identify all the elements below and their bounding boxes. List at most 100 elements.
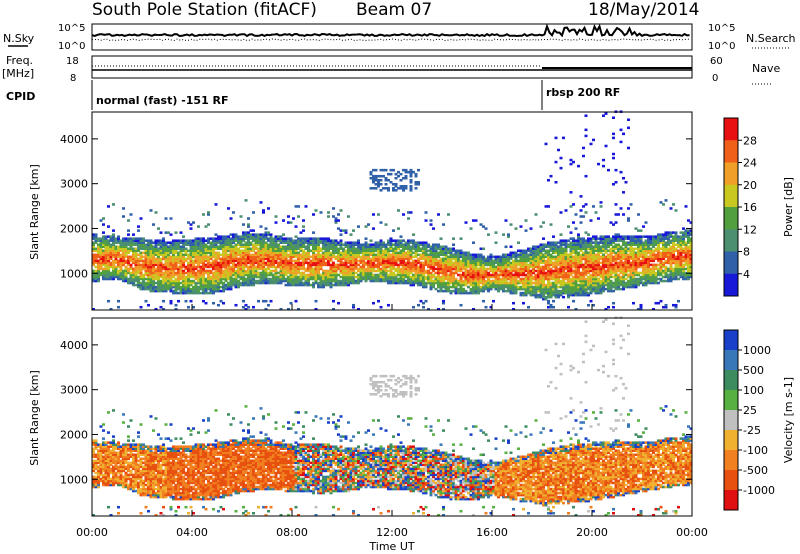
power-cell [429,275,433,279]
power-cell [362,245,365,249]
power-cell [419,269,423,273]
power-cell [172,261,175,265]
power-cell [197,269,200,273]
power-cell [552,269,555,273]
power-cell [387,178,390,182]
power-cell [292,273,295,277]
power-cell [562,273,565,277]
power-cell [612,183,615,186]
power-cell [207,285,210,289]
power-cell [529,247,533,251]
power-cell [144,257,148,261]
power-cell [344,253,348,257]
power-cell [259,261,263,265]
power-cell [527,265,530,269]
power-cell [402,275,405,279]
power-cell [552,293,555,297]
power-cell [382,265,385,269]
power-cell [359,279,363,283]
power-cell [594,281,598,285]
power-cell [229,241,233,244]
power-cell [137,249,140,253]
power-cell [439,275,443,279]
power-cell [142,275,145,279]
power-cell [314,255,318,259]
power-cell [122,253,125,257]
power-cell [357,241,360,244]
power-cell [172,281,175,285]
power-cell [464,277,468,281]
power-cell [384,168,388,172]
power-cell [597,265,600,269]
power-cell [259,245,263,249]
power-cell [107,243,110,246]
power-cell [269,243,273,246]
power-cell [382,245,385,249]
power-cell [104,273,108,277]
power-cell [439,263,443,267]
power-cell [577,293,580,297]
power-cell [607,245,610,249]
power-cell [604,279,608,283]
power-cell [432,285,435,289]
power-cell [404,243,408,246]
power-cell [319,239,323,242]
power-cell [109,253,113,257]
power-cell [504,285,508,289]
power-cell [537,293,540,297]
power-cell [162,263,165,267]
power-cell [539,283,543,287]
power-cell [122,263,125,267]
power-cell [429,287,433,291]
power-cell [297,245,300,249]
power-cell [199,261,203,265]
power-cell [324,239,328,242]
power-cell [407,257,410,261]
power-cell [199,291,203,295]
power-cell [142,243,145,246]
power-cell [594,275,598,279]
power-cell [289,281,293,285]
power-cell [199,241,203,244]
power-cell [409,174,413,178]
power-cell [162,251,165,255]
power-cell [379,189,383,192]
power-cell [232,235,235,238]
power-cell [192,271,195,275]
power-cell [374,273,378,277]
station-title: South Pole Station (fitACF) [92,0,317,20]
power-cell [229,277,233,281]
power-cell [394,243,398,246]
power-cell [512,261,515,265]
power-cell [472,291,475,295]
power-cell [99,253,103,257]
power-cell [599,237,603,240]
power-cell [309,283,313,287]
power-cell [382,269,385,273]
power-cell [384,253,388,257]
power-cell [609,247,613,251]
power-cell [409,257,413,261]
power-cell [157,283,160,287]
power-cell [514,267,518,271]
freq-label-line1: Freq. [6,54,33,67]
power-cell [557,271,560,275]
power-cell [552,255,555,259]
power-cell [407,273,410,277]
power-cell [577,235,580,238]
power-cell [257,241,260,244]
power-cell [289,245,293,249]
power-cell [582,237,585,240]
power-cell [547,261,550,265]
power-cell [454,287,458,291]
power-cell [222,273,225,277]
power-cell [602,273,605,277]
power-cell [349,269,353,273]
power-cell [192,285,195,289]
power-cell [197,257,200,261]
power-cell [567,263,570,267]
power-cell [342,281,345,285]
power-cell [252,239,255,242]
power-cell [242,243,245,246]
power-cell [454,277,458,281]
